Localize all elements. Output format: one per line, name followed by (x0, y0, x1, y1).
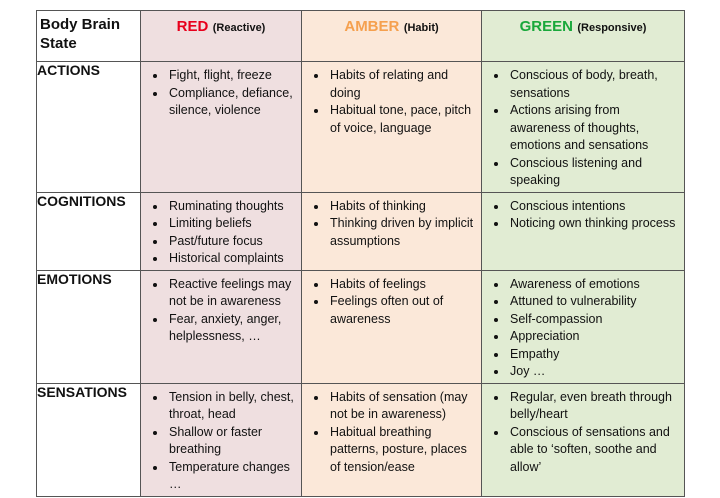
amber-cell: Habits of thinkingThinking driven by imp… (301, 191, 482, 271)
list-item: Self-compassion (508, 311, 682, 329)
list-item: Fight, flight, freeze (167, 67, 299, 85)
list-item: Appreciation (508, 328, 682, 346)
list-item: Compliance, defiance, silence, violence (167, 85, 299, 120)
row-label: ACTIONS (36, 61, 141, 193)
red-cell: Reactive feelings may not be in awarenes… (140, 269, 302, 384)
list-item: Limiting beliefs (167, 215, 299, 233)
list-item: Ruminating thoughts (167, 198, 299, 216)
amber-cell: Habits of feelingsFeelings often out of … (301, 269, 482, 384)
list-item: Fear, anxiety, anger, helplessness, … (167, 311, 299, 346)
green-cell: Conscious intentionsNoticing own thinkin… (481, 191, 685, 271)
table-row-sensations: SENSATIONSTension in belly, chest, throa… (36, 382, 685, 497)
row-label: COGNITIONS (36, 191, 141, 271)
amber-column-header: AMBER (Habit) (301, 10, 482, 62)
amber-cell: Habits of sensation (may not be in aware… (301, 382, 482, 497)
list-item: Habitual tone, pace, pitch of voice, lan… (328, 102, 479, 137)
list-item: Joy … (508, 363, 682, 381)
green-cell: Awareness of emotionsAttuned to vulnerab… (481, 269, 685, 384)
list-item: Feelings often out of awareness (328, 293, 479, 328)
list-item: Conscious intentions (508, 198, 682, 216)
green-cell: Conscious of body, breath, sensationsAct… (481, 61, 685, 193)
list-item: Actions arising from awareness of though… (508, 102, 682, 155)
list-item: Conscious listening and speaking (508, 155, 682, 190)
list-item: Habits of relating and doing (328, 67, 479, 102)
green-cell: Regular, even breath through belly/heart… (481, 382, 685, 497)
red-bullet-list: Reactive feelings may not be in awarenes… (141, 271, 301, 348)
amber-bullet-list: Habits of sensation (may not be in aware… (302, 384, 481, 479)
list-item: Habits of feelings (328, 276, 479, 294)
list-item: Noticing own thinking process (508, 215, 682, 233)
list-item: Past/future focus (167, 233, 299, 251)
header-row: Body Brain State RED (Reactive) AMBER (H… (36, 10, 685, 62)
green-bullet-list: Conscious of body, breath, sensationsAct… (482, 62, 684, 192)
list-item: Conscious of sensations and able to ‘sof… (508, 424, 682, 477)
red-column-title: RED (176, 18, 209, 35)
green-bullet-list: Awareness of emotionsAttuned to vulnerab… (482, 271, 684, 383)
red-bullet-list: Ruminating thoughtsLimiting beliefsPast/… (141, 193, 301, 270)
list-item: Habits of sensation (may not be in aware… (328, 389, 479, 424)
green-bullet-list: Conscious intentionsNoticing own thinkin… (482, 193, 684, 235)
table-row-emotions: EMOTIONS Reactive feelings may not be in … (36, 269, 685, 384)
amber-cell: Habits of relating and doingHabitual ton… (301, 61, 482, 193)
green-column-title: GREEN (519, 18, 573, 35)
list-item: Attuned to vulnerability (508, 293, 682, 311)
red-column-header: RED (Reactive) (140, 10, 302, 62)
list-item: Temperature changes … (167, 459, 299, 494)
list-item: Regular, even breath through belly/heart (508, 389, 682, 424)
amber-column-subtitle: (Habit) (403, 22, 439, 34)
green-bullet-list: Regular, even breath through belly/heart… (482, 384, 684, 479)
amber-bullet-list: Habits of feelingsFeelings often out of … (302, 271, 481, 331)
table-row-cognitions: COGNITIONSRuminating thoughtsLimiting be… (36, 191, 685, 271)
red-cell: Fight, flight, freezeCompliance, defianc… (140, 61, 302, 193)
list-item: Empathy (508, 346, 682, 364)
body-brain-state-table: Body Brain State RED (Reactive) AMBER (H… (36, 10, 685, 497)
green-column-subtitle: (Responsive) (577, 22, 647, 34)
corner-label: Body Brain State (40, 16, 121, 52)
list-item: Historical complaints (167, 250, 299, 268)
list-item: Thinking driven by implicit assumptions (328, 215, 479, 250)
list-item: Reactive feelings may not be in awarenes… (167, 276, 299, 311)
red-cell: Ruminating thoughtsLimiting beliefsPast/… (140, 191, 302, 271)
red-cell: Tension in belly, chest, throat, headSha… (140, 382, 302, 497)
row-label: SENSATIONS (36, 382, 141, 497)
list-item: Conscious of body, breath, sensations (508, 67, 682, 102)
list-item: Awareness of emotions (508, 276, 682, 294)
body-brain-state-table-container: Body Brain State RED (Reactive) AMBER (H… (36, 10, 685, 497)
amber-bullet-list: Habits of relating and doingHabitual ton… (302, 62, 481, 139)
red-bullet-list: Fight, flight, freezeCompliance, defianc… (141, 62, 301, 122)
list-item: Habitual breathing patterns, posture, pl… (328, 424, 479, 477)
green-column-header: GREEN (Responsive) (481, 10, 685, 62)
corner-header-cell: Body Brain State (36, 10, 141, 62)
list-item: Tension in belly, chest, throat, head (167, 389, 299, 424)
row-label: EMOTIONS (36, 269, 141, 384)
red-column-subtitle: (Reactive) (212, 22, 266, 34)
list-item: Habits of thinking (328, 198, 479, 216)
amber-column-title: AMBER (344, 18, 400, 35)
list-item: Shallow or faster breathing (167, 424, 299, 459)
red-bullet-list: Tension in belly, chest, throat, headSha… (141, 384, 301, 496)
table-row-actions: ACTIONSFight, flight, freezeCompliance, … (36, 61, 685, 193)
amber-bullet-list: Habits of thinkingThinking driven by imp… (302, 193, 481, 253)
